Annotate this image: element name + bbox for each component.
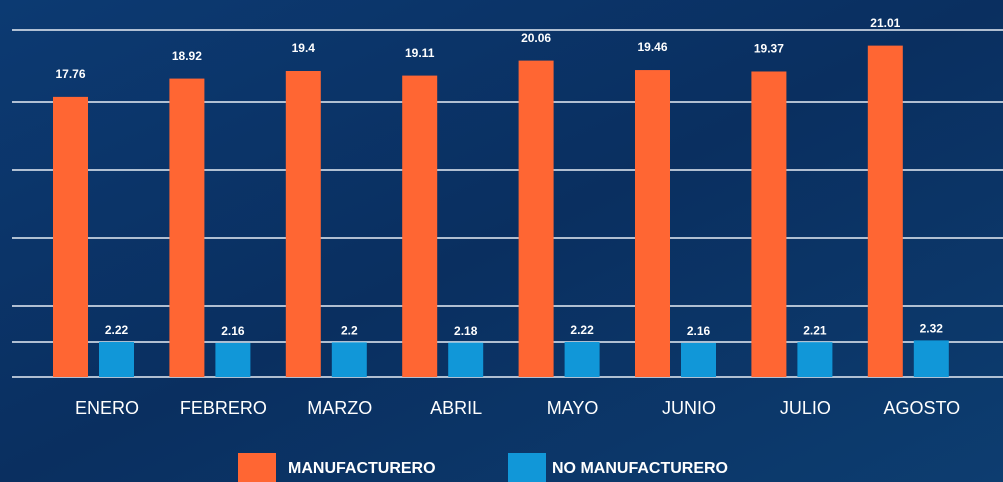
x-tick-label: MARZO [307,398,372,418]
value-label: 19.46 [637,40,667,54]
x-tick-label: MAYO [547,398,599,418]
bar [681,342,716,377]
legend-label: NO MANUFACTURERO [552,460,728,477]
bar [797,342,833,377]
bar [867,45,903,378]
x-tick-label: AGOSTO [883,398,960,418]
bar [331,342,367,377]
value-label: 2.2 [341,323,358,337]
value-label: 17.76 [55,67,85,81]
value-label: 2.16 [221,324,245,338]
x-tick-label: ENERO [75,398,139,418]
legend-swatch [238,453,276,482]
bar [215,342,251,377]
x-tick-label: JUNIO [662,398,716,418]
bar [53,96,88,377]
value-label: 2.16 [687,324,711,338]
value-label: 2.18 [454,324,478,338]
x-tick-label: ABRIL [430,398,482,418]
bar [169,78,205,377]
value-label: 19.11 [405,46,435,60]
bar [635,70,670,377]
bar [402,75,438,377]
value-label: 19.4 [292,41,316,55]
value-label: 2.21 [803,323,827,337]
value-label: 2.32 [920,322,944,336]
bar [913,340,949,377]
value-label: 18.92 [172,49,202,63]
x-tick-label: JULIO [780,398,831,418]
bar [448,342,484,377]
bar [518,60,554,377]
value-label: 20.06 [521,31,551,45]
bar [285,71,321,377]
bar [564,341,600,377]
value-label: 2.22 [105,323,129,337]
value-label: 21.01 [870,16,900,30]
bar [751,71,787,377]
legend-swatch [508,453,546,482]
legend-label: MANUFACTURERO [288,460,436,477]
x-tick-label: FEBRERO [180,398,267,418]
value-label: 19.37 [754,42,784,56]
bar [99,341,134,377]
value-label: 2.22 [570,323,594,337]
